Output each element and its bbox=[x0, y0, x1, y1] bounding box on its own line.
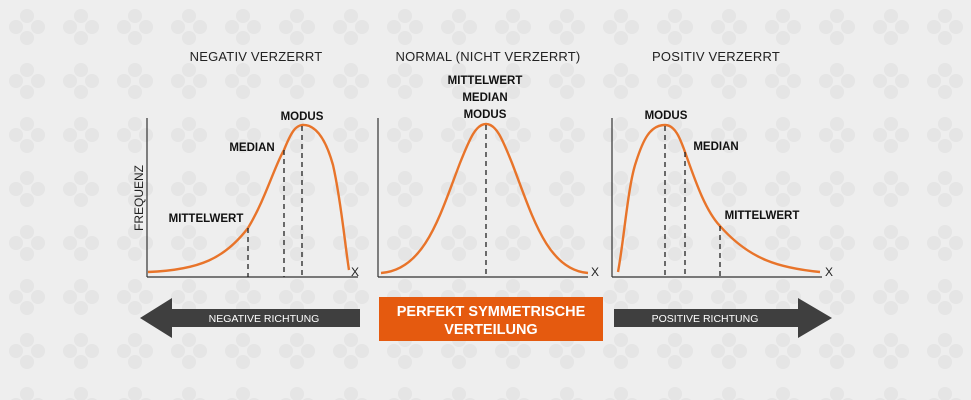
y-axis-label: FREQUENZ bbox=[132, 165, 146, 231]
panel-title-normal: NORMAL (NICHT VERZERRT) bbox=[396, 49, 581, 64]
x-axis-label: X bbox=[591, 265, 599, 279]
median-label: MEDIAN bbox=[693, 141, 738, 153]
mode-label: MODUS bbox=[645, 110, 688, 122]
negative-direction-arrow: NEGATIVE RICHTUNG bbox=[140, 298, 360, 338]
distribution-curve bbox=[147, 123, 351, 274]
panel-positive-skew: POSITIV VERZERRT MODUS MEDIAN MITTELWERT… bbox=[611, 49, 833, 279]
negative-direction-label: NEGATIVE RICHTUNG bbox=[209, 313, 320, 325]
panel-title-positive: POSITIV VERZERRT bbox=[652, 49, 780, 64]
mode-label: MODUS bbox=[281, 111, 324, 123]
mean-label: MITTELWERT bbox=[448, 75, 523, 87]
symmetric-box-line2: VERTEILUNG bbox=[444, 322, 537, 338]
x-axis-label: X bbox=[351, 265, 359, 279]
panel-negative-skew: NEGATIV VERZERRT FREQUENZ MODUS MEDIAN M… bbox=[132, 49, 359, 279]
symmetric-box-line1: PERFEKT SYMMETRISCHE bbox=[397, 304, 586, 320]
x-axis-label: X bbox=[825, 265, 833, 279]
mean-label: MITTELWERT bbox=[169, 213, 244, 225]
distribution-curve bbox=[616, 123, 821, 274]
panel-normal: NORMAL (NICHT VERZERRT) MITTELWERT MEDIA… bbox=[377, 49, 599, 279]
mode-label: MODUS bbox=[464, 109, 507, 121]
symmetric-distribution-box: PERFEKT SYMMETRISCHE VERTEILUNG bbox=[379, 297, 603, 341]
median-label: MEDIAN bbox=[462, 92, 507, 104]
distribution-curve bbox=[380, 122, 589, 275]
positive-direction-arrow: POSITIVE RICHTUNG bbox=[614, 298, 832, 338]
median-label: MEDIAN bbox=[229, 142, 274, 154]
positive-direction-label: POSITIVE RICHTUNG bbox=[652, 313, 759, 325]
panel-title-negative: NEGATIV VERZERRT bbox=[190, 49, 323, 64]
mean-label: MITTELWERT bbox=[725, 210, 800, 222]
